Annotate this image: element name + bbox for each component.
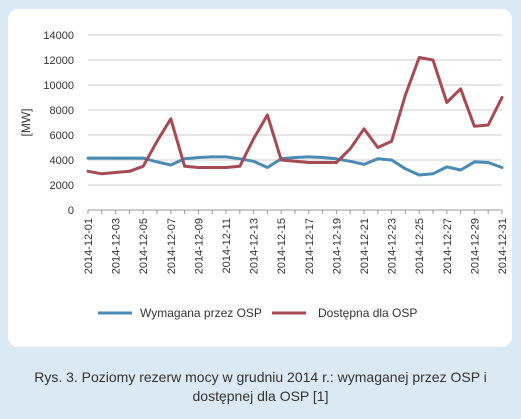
y-tick-label: 0: [68, 205, 74, 217]
x-tick-label: 2014-12-07: [166, 218, 178, 274]
x-tick-label: 2014-12-11: [221, 218, 233, 273]
x-tick-label: 2014-12-31: [497, 218, 509, 274]
y-tick-label: 10000: [43, 80, 74, 92]
x-tick-label: 2014-12-03: [111, 218, 123, 274]
series-line-available: [86, 56, 504, 176]
y-tick-label: 6000: [50, 130, 74, 142]
chart-panel: [8, 9, 512, 347]
y-tick-label: 2000: [50, 180, 74, 192]
legend-item: Dostępna dla OSP: [272, 306, 417, 320]
legend-item: Wymagana przez OSP: [98, 306, 262, 320]
x-tick-label: 2014-12-05: [138, 218, 150, 274]
legend-label: Dostępna dla OSP: [318, 306, 417, 320]
legend-label: Wymagana przez OSP: [140, 306, 262, 320]
y-tick-label: 14000: [43, 30, 74, 42]
x-tick-label: 2014-12-19: [331, 218, 343, 274]
x-tick-label: 2014-12-01: [83, 218, 95, 274]
x-tick-label: 2014-12-17: [304, 218, 316, 274]
y-tick-label: 12000: [43, 55, 74, 67]
y-tick-label: 8000: [50, 105, 74, 117]
x-tick-label: 2014-12-29: [469, 218, 481, 274]
x-tick-label: 2014-12-13: [249, 218, 261, 274]
figure-caption: Rys. 3. Poziomy rezerw mocy w grudniu 20…: [34, 369, 487, 404]
x-tick-label: 2014-12-21: [359, 218, 371, 274]
y-axis-label: [MW]: [19, 109, 33, 137]
x-tick-label: 2014-12-27: [442, 218, 454, 274]
x-tick-label: 2014-12-23: [387, 218, 399, 274]
y-tick-label: 4000: [50, 155, 74, 167]
x-tick-label: 2014-12-09: [193, 218, 205, 274]
x-tick-label: 2014-12-15: [276, 218, 288, 274]
series-line-required: [86, 155, 504, 177]
x-tick-label: 2014-12-25: [414, 218, 426, 274]
